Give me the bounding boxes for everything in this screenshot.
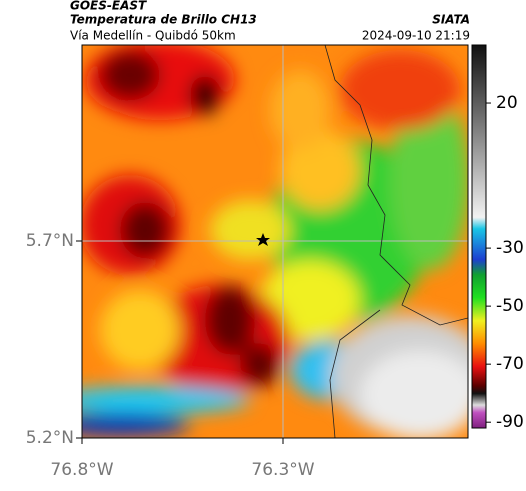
colorbar	[471, 44, 487, 429]
subtitle: Temperatura de Brillo CH13	[70, 13, 257, 27]
brightness-field	[82, 45, 468, 438]
lat-label: 5.2°N	[26, 428, 74, 448]
location: Vía Medellín - Quibdó 50km	[70, 29, 236, 43]
datetime: 2024-09-10 21:19	[362, 29, 470, 43]
lat-label: 5.7°N	[26, 231, 74, 251]
lon-label: 76.3°W	[251, 460, 314, 480]
colorbar-label: -50	[496, 296, 524, 316]
colorbar-label: 20	[496, 93, 518, 113]
colorbar-label: -90	[496, 412, 524, 432]
title: GOES-EAST	[70, 0, 147, 13]
lon-label: 76.8°W	[50, 460, 113, 480]
source: SIATA	[432, 13, 470, 27]
colorbar-label: -30	[496, 238, 524, 258]
colorbar-label: -70	[496, 354, 524, 374]
